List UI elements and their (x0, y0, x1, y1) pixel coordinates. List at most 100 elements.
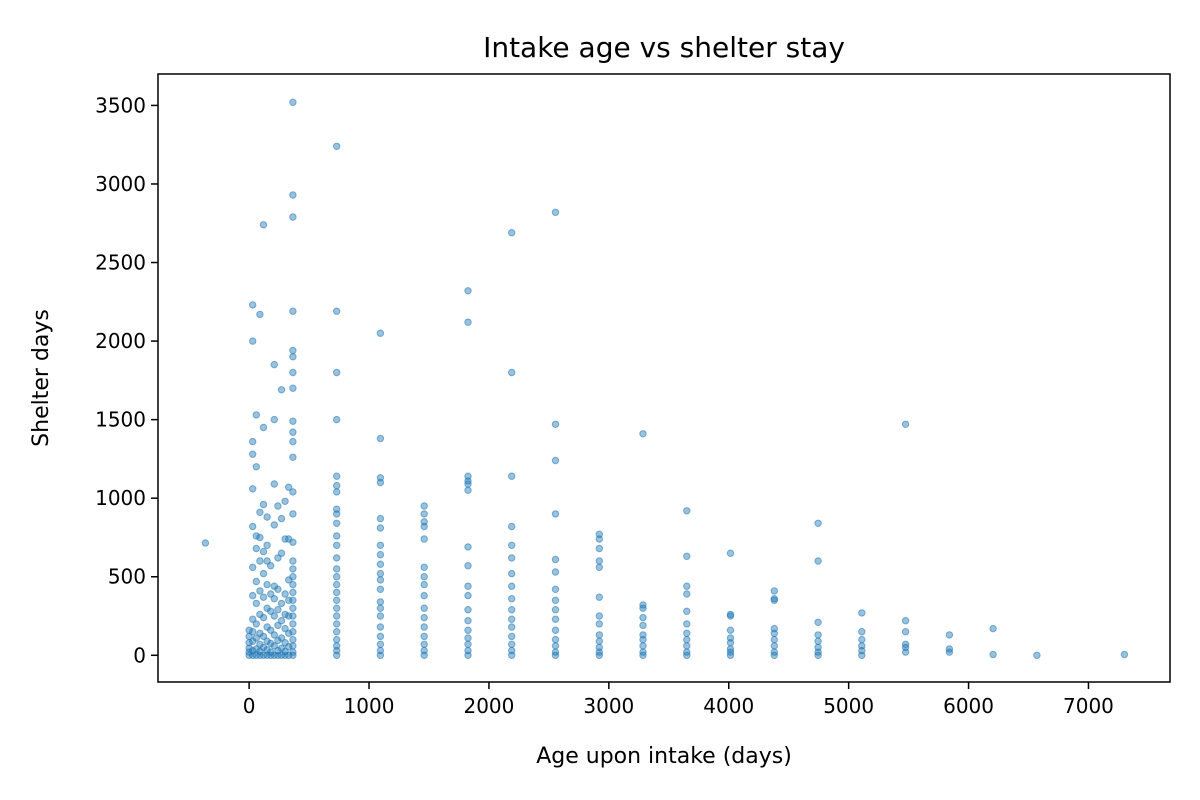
data-point (249, 485, 257, 493)
data-point (333, 628, 341, 636)
data-point (683, 642, 691, 650)
data-point (289, 628, 297, 636)
data-point (274, 502, 282, 510)
data-point (508, 522, 516, 531)
data-point (901, 420, 910, 428)
data-point (858, 642, 866, 650)
data-point (259, 593, 268, 601)
data-point (508, 229, 516, 237)
data-point (726, 610, 735, 619)
data-point (259, 500, 268, 509)
x-tick-label: 1000 (344, 694, 395, 718)
y-tick-label: 1000 (95, 486, 146, 510)
data-point (683, 607, 691, 615)
data-point (901, 640, 910, 648)
data-point (281, 610, 289, 619)
data-point (289, 596, 297, 604)
data-point (464, 606, 472, 614)
x-tick-label: 0 (243, 694, 256, 718)
data-point (814, 557, 822, 565)
data-point (683, 629, 691, 637)
data-point (289, 384, 297, 392)
data-point (270, 631, 278, 639)
data-point (814, 631, 822, 639)
data-point (270, 612, 278, 620)
data-point (333, 635, 341, 644)
y-axis: 0 500 1000 1500 2000 2500 3000 3500 (95, 93, 158, 667)
data-point (989, 624, 997, 633)
data-point (259, 221, 268, 229)
data-point (376, 329, 385, 337)
data-point (683, 507, 691, 515)
data-point (508, 640, 516, 648)
data-point (263, 541, 271, 549)
data-point (376, 612, 385, 620)
data-point (595, 637, 603, 645)
data-point (726, 626, 735, 634)
data-point (464, 543, 472, 551)
data-point (464, 646, 472, 655)
data-point (285, 629, 293, 637)
data-point (289, 191, 297, 199)
data-point (551, 420, 560, 428)
data-point (595, 563, 603, 571)
data-point (277, 617, 286, 625)
data-point (376, 541, 385, 549)
data-point (376, 598, 385, 606)
data-point (420, 535, 428, 543)
y-tick-label: 3500 (95, 93, 146, 117)
data-point (333, 142, 341, 151)
data-point (333, 642, 341, 650)
data-point (289, 453, 297, 461)
data-point (201, 539, 210, 547)
y-tick-label: 1500 (95, 408, 146, 432)
data-point (289, 557, 297, 565)
data-point (770, 587, 778, 595)
data-point (376, 646, 385, 655)
data-point (263, 580, 271, 589)
data-point (989, 650, 997, 659)
points-layer (201, 98, 1129, 659)
x-tick-label: 2000 (463, 694, 514, 718)
data-point (639, 642, 647, 650)
data-point (551, 606, 560, 614)
data-point (274, 585, 282, 593)
data-point (551, 648, 560, 656)
data-point (551, 585, 560, 593)
data-point (420, 613, 428, 622)
y-tick-label: 0 (133, 643, 146, 667)
data-point (858, 609, 866, 617)
data-point (508, 368, 516, 377)
data-point (267, 562, 275, 570)
x-axis-label: Age upon intake (days) (536, 744, 792, 769)
y-axis-label: Shelter days (29, 309, 54, 447)
data-point (420, 640, 428, 648)
x-tick-label: 5000 (823, 694, 874, 718)
data-point (508, 472, 516, 480)
data-point (376, 585, 385, 593)
data-point (595, 631, 603, 639)
data-point (551, 568, 560, 576)
data-point (289, 642, 297, 650)
data-point (508, 554, 516, 562)
data-point (508, 569, 516, 578)
data-point (858, 635, 866, 644)
data-point (551, 642, 560, 650)
data-point (551, 635, 560, 644)
data-point (376, 434, 385, 443)
data-point (683, 648, 691, 656)
data-point (551, 555, 560, 564)
data-point (289, 604, 297, 612)
data-point (639, 631, 647, 639)
data-point (726, 645, 735, 653)
data-point (639, 430, 647, 438)
data-point (289, 588, 297, 597)
data-point (595, 612, 603, 620)
data-point (289, 538, 297, 546)
data-point (252, 411, 260, 419)
data-point (683, 582, 691, 590)
data-point (639, 621, 647, 630)
data-point (259, 423, 268, 432)
data-point (508, 582, 516, 590)
